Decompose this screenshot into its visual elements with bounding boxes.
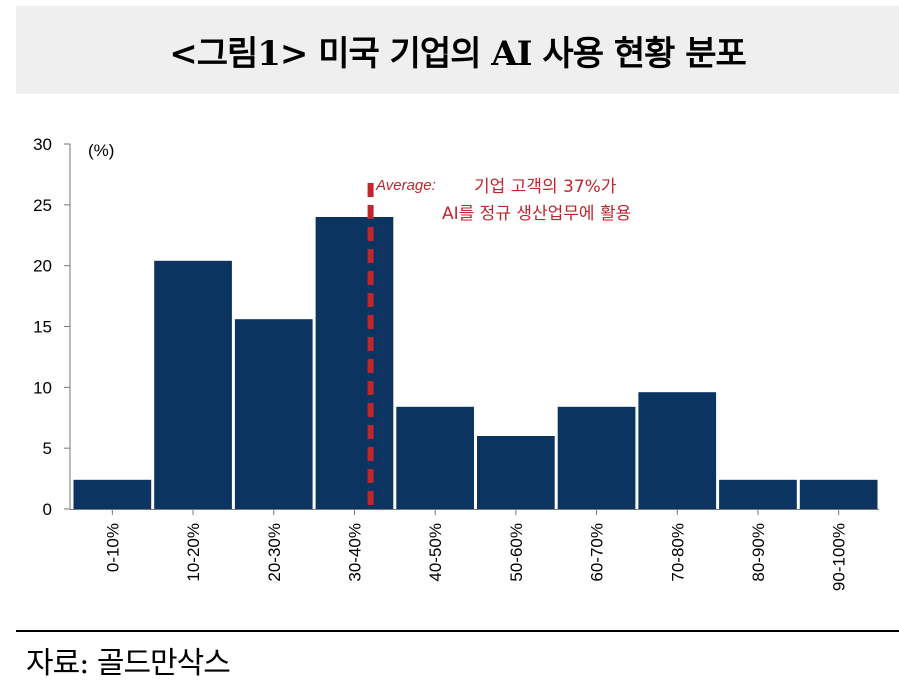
bar <box>557 406 636 509</box>
y-axis-label: (%) <box>88 141 114 160</box>
bar <box>477 436 555 509</box>
bar <box>73 479 152 509</box>
bar <box>719 479 797 509</box>
bar <box>396 406 474 509</box>
x-tick-label: 0-10% <box>103 523 122 572</box>
title-bar: <그림1> 미국 기업의 AI 사용 현황 분포 <box>16 6 899 94</box>
bar <box>638 392 717 509</box>
x-tick-label: 10-20% <box>184 523 203 582</box>
divider <box>16 630 899 632</box>
y-tick-label: 15 <box>33 318 52 337</box>
bar <box>154 260 232 509</box>
source-label: 자료: 골드만삭스 <box>26 646 231 681</box>
y-tick-label: 0 <box>43 500 52 519</box>
bar <box>315 217 394 509</box>
x-tick-label: 80-90% <box>749 523 768 582</box>
average-label: Average: <box>375 177 436 194</box>
y-tick-label: 25 <box>33 196 52 215</box>
average-annotation-line1: 기업 고객의 37%가 <box>474 177 617 197</box>
y-tick-label: 20 <box>33 257 52 276</box>
x-tick-label: 20-30% <box>265 523 284 582</box>
x-tick-label: 70-80% <box>668 523 687 582</box>
x-tick-label: 90-100% <box>830 523 849 591</box>
x-tick-label: 60-70% <box>588 523 607 582</box>
y-tick-label: 5 <box>43 439 52 458</box>
bar <box>799 479 878 509</box>
average-annotation-line2: AI를 정규 생산업무에 활용 <box>442 204 631 224</box>
x-tick-label: 40-50% <box>426 523 445 582</box>
page-title: <그림1> 미국 기업의 AI 사용 현황 분포 <box>169 33 747 74</box>
bar <box>234 319 313 509</box>
y-tick-label: 10 <box>33 378 52 397</box>
x-tick-label: 30-40% <box>345 523 364 582</box>
y-tick-label: 30 <box>33 135 52 154</box>
x-tick-label: 50-60% <box>507 523 526 582</box>
